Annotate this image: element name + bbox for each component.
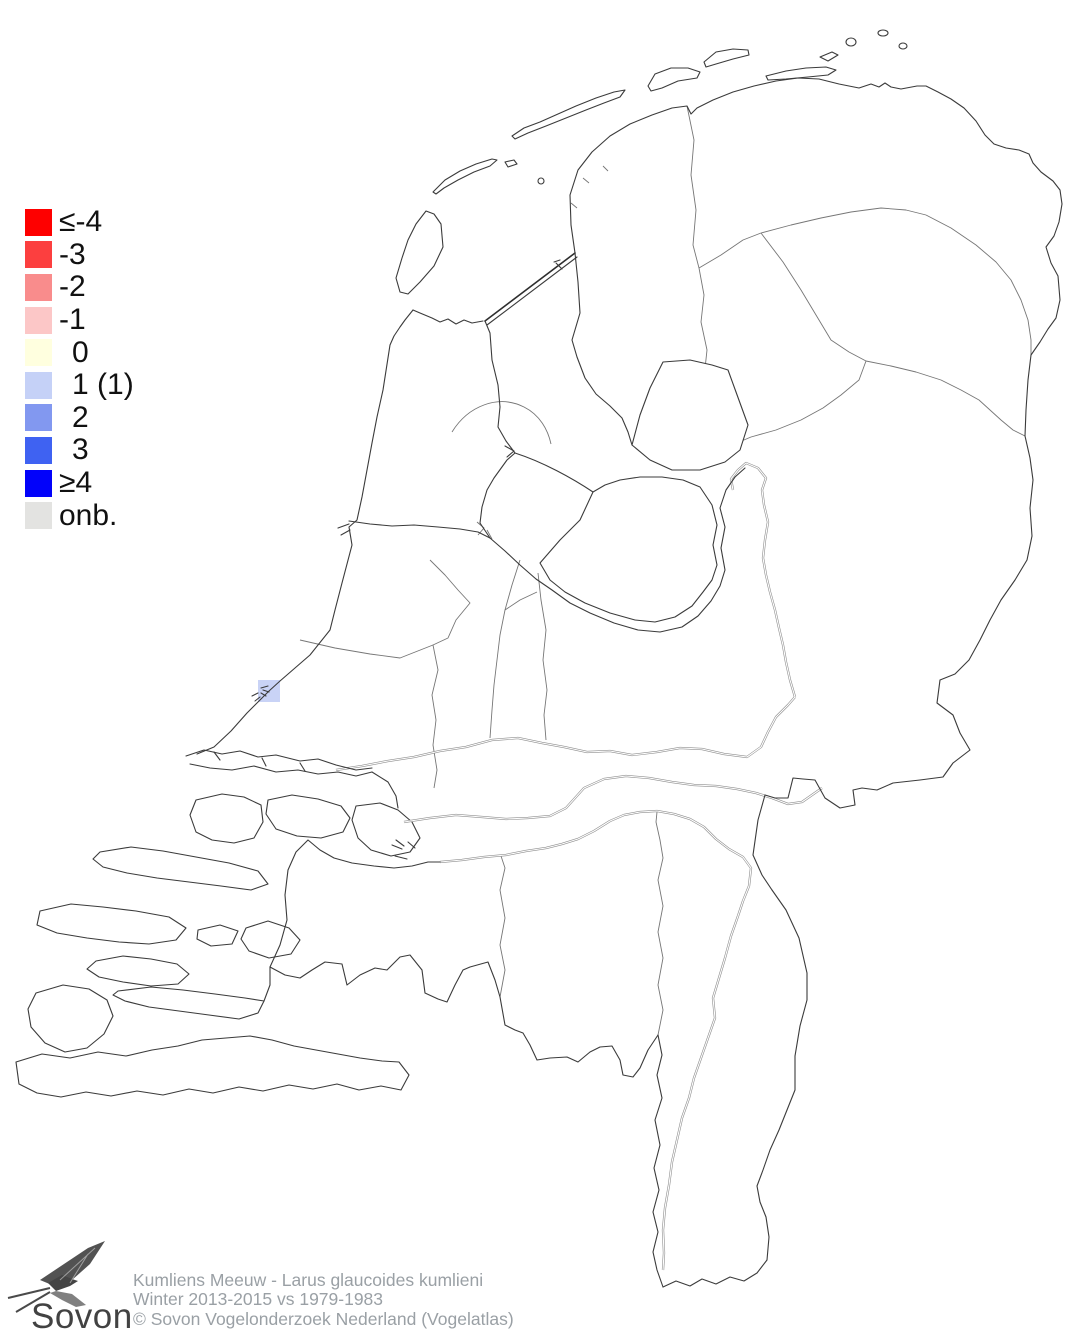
legend-label: 3 (72, 433, 89, 467)
brabant-west-coast (269, 839, 441, 968)
legend-row: 1 (1) (25, 369, 134, 402)
houtribdijk (514, 452, 594, 493)
marken-tick (504, 445, 515, 458)
legend-swatch (25, 273, 52, 301)
limburg-south-border (662, 1259, 768, 1288)
scheveningen-harbour-marks (251, 685, 270, 702)
noordoostpolder (631, 359, 749, 471)
zeeuws-vlaanderen (15, 1035, 410, 1098)
legend-swatch (25, 241, 52, 269)
legend-row: -3 (25, 239, 134, 272)
legend-row: 2 (25, 402, 134, 435)
randmeren-shore (489, 467, 746, 633)
island-schouwen (36, 903, 187, 945)
legend-swatch (25, 208, 52, 236)
flevoland (539, 476, 718, 623)
rivers (335, 461, 823, 1271)
legend-row: ≤-4 (25, 206, 134, 239)
biesbosch-marks (391, 839, 416, 860)
friesland-ijsselmeer-shore (571, 252, 633, 446)
delta-islands (15, 793, 421, 1098)
island-goeree (92, 846, 269, 891)
island-hoeksche-waard (265, 794, 351, 839)
legend-swatch (25, 339, 52, 367)
rotterdam-waterway-south-bank (189, 763, 373, 777)
island-noord-beveland (86, 955, 190, 987)
legend-label: -1 (59, 303, 86, 337)
period-subtitle: Winter 2013-2015 vs 1979-1983 (133, 1289, 384, 1310)
noordzeekanaal (348, 520, 491, 539)
island-rottum-strip (765, 66, 837, 81)
limburg-west-border (652, 1034, 664, 1288)
ijmuiden-jetties (337, 523, 351, 536)
bird-body-head (48, 1275, 78, 1291)
wadden-coast-and-eems (569, 77, 1063, 356)
sovon-wordmark: Sovon (31, 1297, 133, 1336)
legend-swatch (25, 404, 52, 432)
island-schiermonnikoog (703, 48, 750, 68)
zuid-beveland-brabant-link (263, 966, 271, 1002)
noord-holland-ijsselmeer-shore (479, 320, 516, 539)
rotterdam-channels (371, 771, 399, 809)
bird-upper-wing (40, 1241, 105, 1285)
sovon-bird-logo (7, 1241, 105, 1313)
island-voorne-putten (189, 793, 264, 844)
islet-boschplaat (898, 42, 908, 50)
copyright-line: © Sovon Vogelonderzoek Nederland (Vogela… (133, 1308, 514, 1329)
legend-label: 1 (1) (72, 368, 134, 402)
legend-row: 3 (25, 434, 134, 467)
legend: ≤-4 -3 -2 -1 0 1 (1) 2 3 ≥4 onb. (25, 206, 134, 532)
legend-label: ≤-4 (59, 205, 103, 239)
afsluitdijk (484, 252, 576, 322)
island-walcheren (27, 984, 114, 1053)
island-zuid-beveland (112, 986, 265, 1020)
legend-label: ≥4 (59, 466, 93, 500)
legend-row: ≥4 (25, 467, 134, 500)
islet-simonszand (877, 29, 889, 37)
legend-swatch (25, 436, 52, 464)
legend-swatch (25, 371, 52, 399)
north-sea-coast (196, 309, 414, 755)
legend-label: -2 (59, 270, 86, 304)
island-philipsland (196, 924, 239, 947)
belgium-border (269, 954, 659, 1078)
noord-holland-north-coast (412, 309, 484, 325)
island-tholen (240, 920, 301, 959)
legend-swatch (25, 306, 52, 334)
coastlines (185, 77, 1063, 1288)
legend-label: onb. (59, 498, 118, 532)
legend-swatch (25, 469, 52, 497)
island-ameland (647, 67, 701, 92)
legend-label: 2 (72, 400, 89, 434)
legend-label: 0 (72, 335, 89, 369)
legend-row: -2 (25, 271, 134, 304)
legend-label: -3 (59, 237, 86, 271)
caption-block: Kumliens Meeuw - Larus glaucoides kumlie… (133, 1270, 514, 1329)
islet-richel (504, 159, 518, 168)
islet-griend (537, 177, 545, 185)
islet-rottumerplaat (819, 51, 839, 62)
bird-lower-wing (50, 1291, 86, 1307)
rotterdam-waterway (185, 749, 373, 771)
legend-row: -1 (25, 304, 134, 337)
legend-swatch (25, 502, 52, 530)
wadden-islands (395, 29, 908, 295)
limburg-east-border (756, 889, 808, 1261)
legend-row: onb. (25, 499, 134, 532)
islet-rottumeroog (845, 37, 857, 47)
kornwerderzand-mark (553, 259, 563, 270)
island-terschelling (511, 89, 626, 140)
germany-border (752, 354, 1034, 891)
island-vlieland (432, 158, 498, 195)
legend-row: 0 (25, 336, 134, 369)
species-title: Kumliens Meeuw - Larus glaucoides kumlie… (133, 1270, 484, 1290)
province-borders (299, 105, 1032, 1036)
island-dordrecht (351, 802, 421, 857)
island-texel (395, 210, 444, 295)
